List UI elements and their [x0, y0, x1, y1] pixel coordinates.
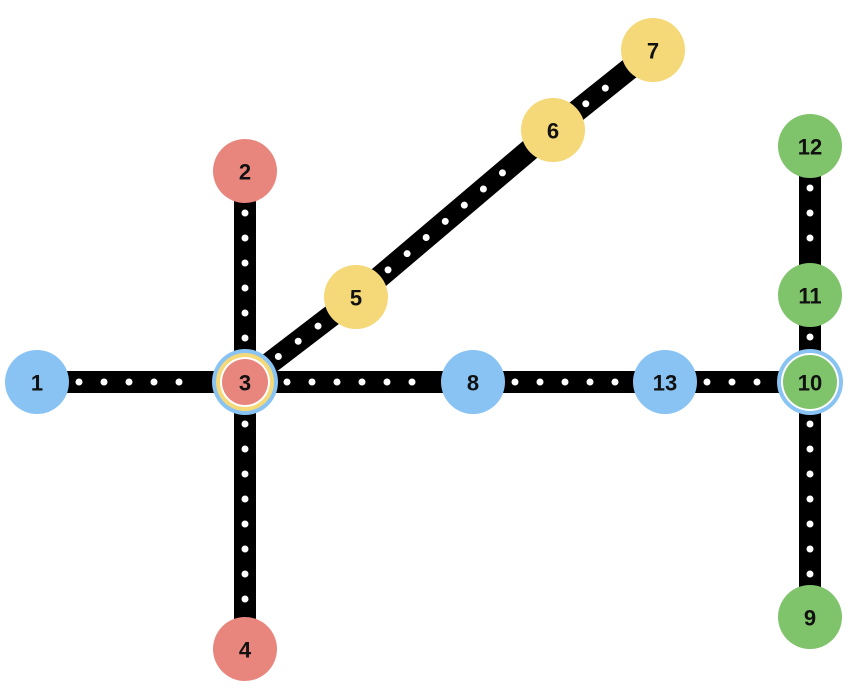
- node-5: 5: [324, 265, 388, 329]
- edge-dots: [582, 72, 624, 108]
- node-12-circle: [778, 114, 842, 178]
- node-13-label: 13: [653, 371, 677, 396]
- node-4-label: 4: [239, 638, 252, 663]
- node-6: 6: [521, 98, 585, 162]
- node-4-circle: [213, 617, 277, 681]
- node-2-circle: [213, 139, 277, 203]
- node-7-circle: [621, 18, 685, 82]
- node-10-label: 10: [798, 371, 822, 396]
- node-5-circle: [324, 265, 388, 329]
- node-3-circle: [222, 359, 268, 405]
- node-6-label: 6: [547, 119, 559, 144]
- node-13-circle: [633, 350, 697, 414]
- node-9-circle: [778, 585, 842, 649]
- node-8-circle: [441, 350, 505, 414]
- node-5-label: 5: [350, 286, 362, 311]
- node-4: 4: [213, 617, 277, 681]
- node-7-label: 7: [647, 39, 659, 64]
- node-2: 2: [213, 139, 277, 203]
- edge-5-6: [348, 121, 561, 306]
- node-12: 12: [778, 114, 842, 178]
- edges-layer: [37, 41, 821, 649]
- node-3: 3: [212, 349, 278, 415]
- node-1-label: 1: [31, 371, 43, 396]
- node-2-label: 2: [239, 160, 251, 185]
- node-11-circle: [778, 263, 842, 327]
- node-1: 1: [5, 350, 69, 414]
- node-7: 7: [621, 18, 685, 82]
- node-9: 9: [778, 585, 842, 649]
- node-1-circle: [5, 350, 69, 414]
- edge-dots: [274, 319, 327, 360]
- node-9-label: 9: [804, 606, 816, 631]
- node-13: 13: [633, 350, 697, 414]
- node-10-circle: [783, 355, 837, 409]
- node-12-label: 12: [798, 135, 822, 160]
- node-10: 10: [777, 349, 843, 415]
- node-11-label: 11: [798, 284, 821, 309]
- node-8: 8: [441, 350, 505, 414]
- node-11: 11: [778, 263, 842, 327]
- node-6-circle: [521, 98, 585, 162]
- node-3-label: 3: [239, 371, 251, 396]
- node-8-label: 8: [467, 371, 479, 396]
